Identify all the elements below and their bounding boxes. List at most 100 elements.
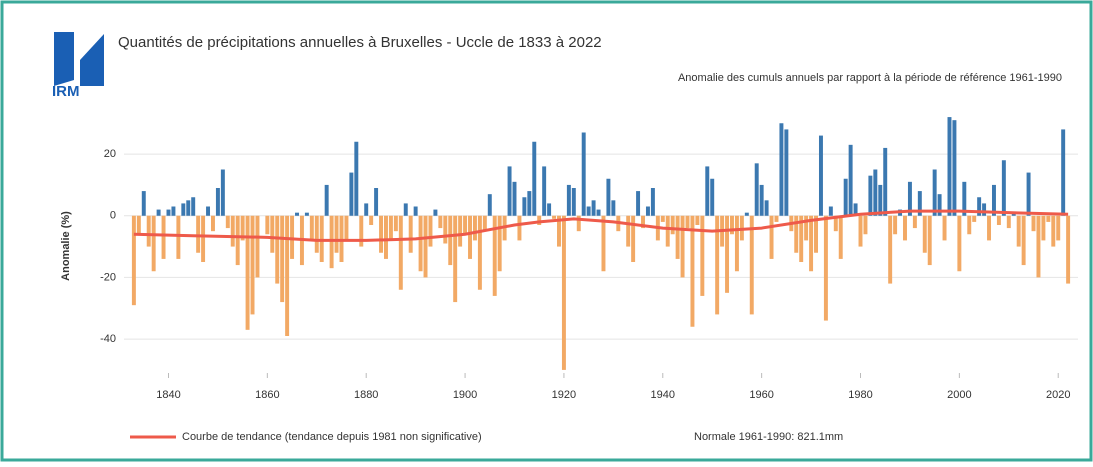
bar xyxy=(848,144,853,216)
bar xyxy=(794,215,799,253)
x-tick-label: 1880 xyxy=(354,389,378,401)
bar xyxy=(398,215,403,290)
bar xyxy=(1061,129,1066,216)
x-tick-label: 1980 xyxy=(848,389,872,401)
bar xyxy=(972,215,977,222)
bar xyxy=(176,215,181,259)
chart-title: Quantités de précipitations annuelles à … xyxy=(118,34,602,51)
bar xyxy=(952,120,957,216)
bar xyxy=(606,178,611,216)
bar xyxy=(843,178,848,216)
bar xyxy=(700,215,705,296)
bar xyxy=(670,215,675,235)
bar xyxy=(428,215,433,247)
x-tick-label: 1920 xyxy=(552,389,576,401)
bar xyxy=(804,215,809,241)
bar xyxy=(833,215,838,232)
bar xyxy=(858,215,863,247)
bar xyxy=(487,194,492,216)
bar xyxy=(779,123,784,216)
bar xyxy=(893,215,898,235)
bar xyxy=(749,215,754,315)
bar xyxy=(423,215,428,278)
x-tick-label: 1940 xyxy=(651,389,675,401)
bar xyxy=(329,215,334,269)
bar xyxy=(309,215,314,241)
bar xyxy=(838,215,843,259)
bar xyxy=(151,215,156,272)
bar xyxy=(907,181,912,216)
bar xyxy=(1001,160,1006,216)
bar xyxy=(695,215,700,225)
bar xyxy=(413,206,418,216)
bar xyxy=(996,215,1001,225)
bar xyxy=(1016,215,1021,247)
y-tick-label: 0 xyxy=(110,210,116,222)
bar xyxy=(977,197,982,216)
bar xyxy=(947,117,952,216)
bar xyxy=(285,215,290,336)
bar xyxy=(1031,215,1036,232)
bar xyxy=(942,215,947,241)
bar xyxy=(705,166,710,216)
bar xyxy=(982,203,987,216)
bar xyxy=(1041,215,1046,241)
bar xyxy=(552,215,557,219)
bar xyxy=(408,215,413,253)
bar xyxy=(161,215,166,259)
bar xyxy=(542,166,547,216)
trend-line xyxy=(133,209,1069,242)
bar xyxy=(962,181,967,216)
bar xyxy=(581,132,586,216)
legend-label: Courbe de tendance (tendance depuis 1981… xyxy=(182,431,482,443)
bar xyxy=(280,215,285,303)
bar xyxy=(1036,215,1041,278)
bar xyxy=(290,215,295,259)
bar xyxy=(631,215,636,262)
bar xyxy=(171,206,176,216)
bar xyxy=(991,184,996,216)
x-tick-label: 2000 xyxy=(947,389,971,401)
bar xyxy=(576,215,581,232)
bar xyxy=(611,200,616,216)
bar xyxy=(863,215,868,235)
x-tick-label: 1840 xyxy=(156,389,180,401)
bar xyxy=(734,215,739,272)
bar xyxy=(636,191,641,216)
bar xyxy=(482,215,487,232)
bar xyxy=(927,215,932,266)
bar xyxy=(1046,215,1051,222)
bar xyxy=(146,215,151,247)
x-tick-label: 2020 xyxy=(1046,389,1070,401)
bar xyxy=(818,135,823,216)
bar xyxy=(438,215,443,229)
bar xyxy=(393,215,398,232)
bar xyxy=(571,188,576,216)
bar xyxy=(334,215,339,253)
bar xyxy=(1026,172,1031,216)
bar xyxy=(645,206,650,216)
bar xyxy=(304,212,309,216)
bar xyxy=(369,215,374,225)
bar xyxy=(344,215,349,241)
bar xyxy=(492,215,497,296)
logo-text: IRM xyxy=(52,83,80,100)
note: Normale 1961-1990: 821.1mm xyxy=(694,431,843,443)
bar xyxy=(181,203,186,216)
bar xyxy=(814,215,818,253)
bar xyxy=(349,172,354,216)
bar xyxy=(932,169,937,216)
bar xyxy=(1006,215,1011,229)
bar xyxy=(987,215,992,241)
bar xyxy=(601,215,606,272)
bar xyxy=(270,215,275,253)
y-axis-label: Anomalie (%) xyxy=(60,211,72,281)
bar xyxy=(561,215,566,370)
bar xyxy=(888,215,893,284)
bar xyxy=(759,184,764,216)
bar xyxy=(210,215,215,232)
bar xyxy=(374,188,379,216)
bar xyxy=(512,181,517,216)
